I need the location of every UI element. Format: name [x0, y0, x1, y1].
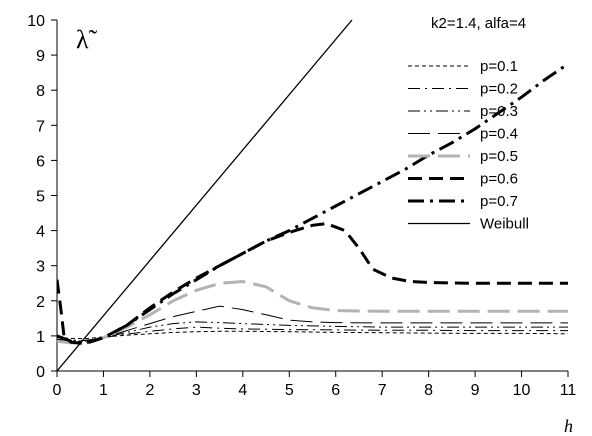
- y-tick-label: 8: [36, 83, 45, 100]
- legend-label: p=0.3: [480, 103, 518, 120]
- axis-ticks: 0 1 2 3 4 5 6 7 8 9 10 11 0 1 2 3 4 5 6 7 8 9 10: [27, 13, 576, 399]
- x-tick-label: 2: [145, 382, 154, 399]
- x-tick-label: 0: [53, 382, 62, 399]
- legend-label: p=0.7: [480, 193, 518, 210]
- parameter-annotation: k2=1.4, alfa=4: [431, 15, 526, 32]
- x-tick-label: 1: [99, 382, 108, 399]
- legend-label: p=0.5: [480, 148, 518, 165]
- x-tick-label: 8: [424, 382, 433, 399]
- legend-label: p=0.4: [480, 126, 518, 143]
- y-tick-label: 5: [36, 189, 45, 206]
- y-axis-label: λ̃: [76, 25, 98, 54]
- y-tick-label: 3: [36, 259, 45, 276]
- y-tick-label: 0: [36, 364, 45, 381]
- x-tick-label: 11: [560, 382, 577, 399]
- series-line: [57, 279, 568, 346]
- x-tick-label: 5: [285, 382, 294, 399]
- y-tick-label: 7: [36, 118, 45, 135]
- x-tick-label: 3: [192, 382, 201, 399]
- x-axis-label: h: [564, 416, 573, 436]
- series-line: [57, 326, 568, 342]
- y-tick-label: 9: [36, 48, 45, 65]
- x-tick-label: 7: [378, 382, 387, 399]
- series-line: [57, 62, 569, 345]
- legend: p=0.1 p=0.2 p=0.3 p=0.4 p=0.5 p=0.6 p=0.7 Weibu…: [408, 58, 529, 233]
- x-tick-label: 4: [238, 382, 247, 399]
- y-tick-label: 1: [36, 329, 45, 346]
- series-line: [57, 330, 569, 340]
- y-tick-label: 6: [36, 153, 45, 170]
- y-tick-label: 4: [36, 224, 45, 241]
- legend-label: p=0.1: [480, 58, 518, 75]
- legend-label: Weibull: [480, 216, 529, 233]
- x-tick-label: 6: [331, 382, 340, 399]
- legend-label: p=0.6: [480, 171, 518, 188]
- y-tick-label: 2: [36, 294, 45, 311]
- legend-label: p=0.2: [480, 81, 518, 98]
- series-line: [57, 19, 353, 371]
- x-tick-label: 9: [471, 382, 480, 399]
- x-tick-label: 10: [513, 382, 531, 399]
- series-layer: [57, 19, 569, 371]
- y-tick-label: 10: [27, 13, 45, 30]
